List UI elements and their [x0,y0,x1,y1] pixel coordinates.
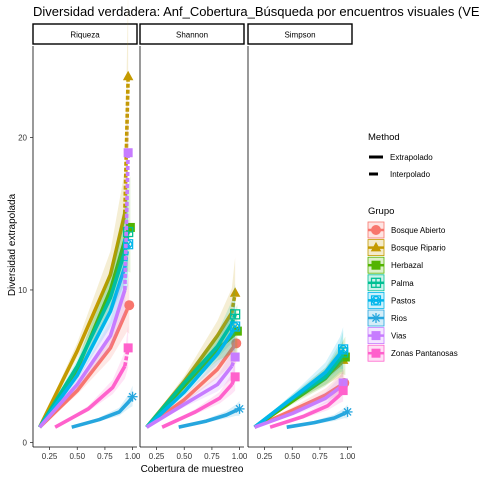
legend-item-bosque-abierto: Bosque Abierto [368,222,446,238]
x-tick-label: 0.75 [204,452,220,461]
legend: Method Extrapolado Interpolado Grupo Bosq… [368,132,458,361]
legend-item-zonas-pantanosas: Zonas Pantanosas [368,345,458,361]
data-point-marker [235,404,245,414]
data-point-marker [231,353,240,362]
data-point-marker [124,148,133,157]
legend-marker [372,331,381,340]
legend-method-items: Extrapolado Interpolado [369,153,433,179]
x-tick-label: 0.25 [257,452,273,461]
x-tick-label: 0.50 [69,452,85,461]
data-point-marker [128,392,138,402]
legend-method-title: Method [368,132,400,143]
legend-label: Vias [391,332,406,341]
legend-marker [371,313,381,323]
data-point-marker [123,71,134,81]
legend-item-rios: Rios [368,310,407,326]
x-tick-label: 1.00 [340,452,356,461]
y-tick-labels: 0 10 20 [18,133,33,447]
legend-marker [371,225,381,235]
x-axis-title: Cobertura de muestreo [141,464,244,475]
chart-title: Diversidad verdadera: Anf_Cobertura_Búsq… [33,4,480,19]
legend-method-item-interpolado: Interpolado [369,170,431,179]
data-point-marker [124,300,134,310]
legend-item-herbazal: Herbazal [368,257,423,273]
x-tick-label: 0.50 [176,452,192,461]
strip-label-riqueza: Riqueza [70,31,100,40]
legend-item-bosque-ripario: Bosque Ripario [368,240,446,256]
legend-label: Herbazal [391,261,423,270]
data-point-marker [231,372,240,381]
legend-marker [372,349,381,358]
strip-label-simpson: Simpson [284,31,315,40]
confidence-ribbon [255,337,346,428]
y-tick-label: 0 [23,438,28,447]
legend-item-palma: Palma [368,275,414,291]
data-point-marker [343,407,353,417]
legend-label: Pastos [391,296,415,305]
legend-label: Rios [391,314,407,323]
panel-simpson: Simpson [248,24,353,447]
legend-marker [372,261,381,270]
data-point-marker [124,343,133,352]
legend-label: Bosque Abierto [391,226,446,235]
legend-method-label: Interpolado [390,170,431,179]
x-tick-label: 0.25 [42,452,58,461]
legend-group-items: Bosque Abierto Bosque Ripario Herbazal Palm… [368,222,458,361]
legend-method-label: Extrapolado [390,153,433,162]
confidence-ribbon [255,340,344,427]
x-tick-label: 0.75 [97,452,113,461]
chart-panels: Riqueza Shannon Simpson [33,0,353,447]
legend-group-title: Grupo [368,206,394,217]
x-tick-label: 0.25 [149,452,165,461]
legend-label: Zonas Pantanosas [391,349,458,358]
legend-method-item-extrapolado: Extrapolado [369,153,433,162]
legend-item-pastos: Pastos [368,292,415,308]
x-tick-labels: 0.25 0.50 0.75 1.00 0.25 0.50 0.75 1.00 0.25 0.50… [42,447,356,461]
legend-label: Palma [391,279,414,288]
data-point-marker [339,386,348,395]
y-tick-label: 20 [18,133,27,142]
x-tick-label: 0.50 [284,452,300,461]
panel-riqueza: Riqueza [33,0,138,447]
x-tick-label: 0.75 [312,452,328,461]
panel-shannon: Shannon [140,24,245,447]
x-tick-label: 1.00 [232,452,248,461]
strip-label-shannon: Shannon [176,31,208,40]
y-tick-label: 10 [18,286,27,295]
legend-item-vias: Vias [368,328,406,344]
x-tick-label: 1.00 [125,452,141,461]
legend-label: Bosque Ripario [391,244,446,253]
y-axis-title: Diversidad extrapolada [7,193,18,296]
